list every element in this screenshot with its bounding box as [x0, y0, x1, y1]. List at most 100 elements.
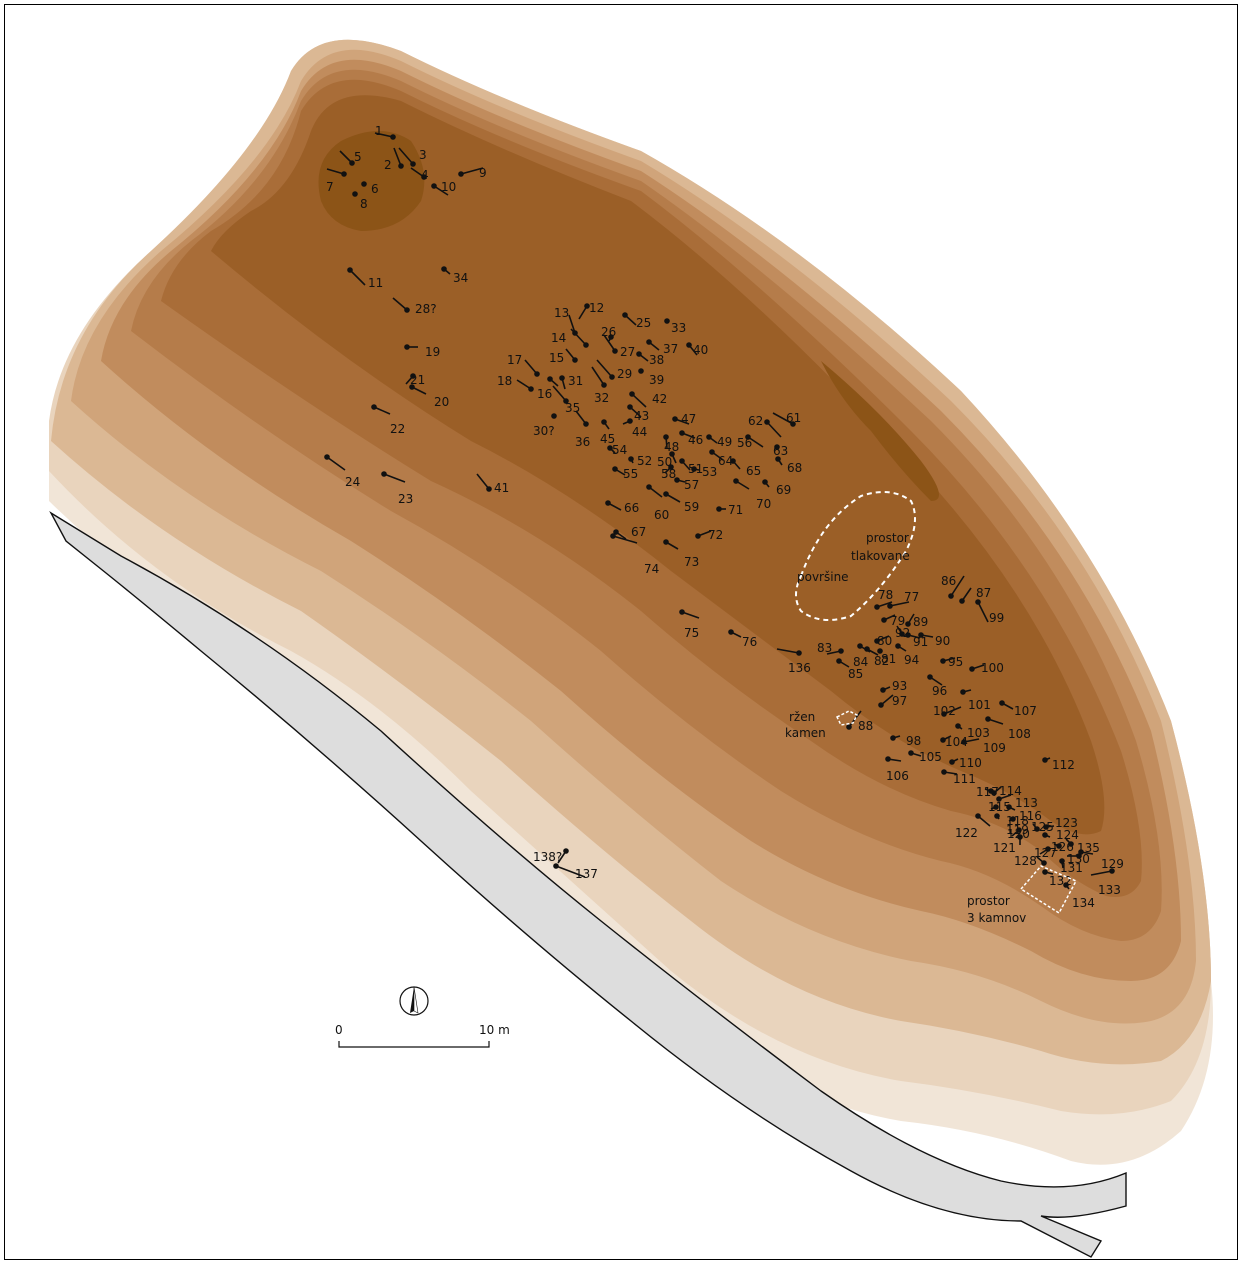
feature-label-96: 96	[932, 684, 947, 698]
feature-label-82: 82	[874, 654, 889, 668]
burnt-stone-outline	[835, 710, 859, 726]
feature-line-23	[383, 473, 406, 483]
feature-label-137: 137	[575, 867, 598, 881]
feature-72: 72	[695, 528, 723, 542]
feature-86: 86	[941, 574, 965, 599]
feature-label-113: 113	[1015, 796, 1038, 810]
feature-dot-81	[877, 648, 883, 654]
feature-4: 4	[410, 167, 429, 182]
feature-label-58: 58	[661, 467, 676, 481]
feature-dot-29	[609, 374, 615, 380]
feature-label-6: 6	[371, 182, 379, 196]
feature-124: 124	[1042, 828, 1079, 842]
feature-label-84: 84	[853, 655, 868, 669]
feature-83: 83	[817, 641, 844, 655]
feature-68: 68	[775, 456, 802, 475]
feature-dot-65	[730, 458, 736, 464]
feature-label-99: 99	[989, 611, 1004, 625]
feature-line-136	[776, 648, 800, 654]
feature-label-129: 129	[1101, 857, 1124, 871]
feature-label-93: 93	[892, 679, 907, 693]
feature-label-83: 83	[817, 641, 832, 655]
feature-label-116: 116	[1019, 809, 1042, 823]
feature-dot-134	[1063, 882, 1069, 888]
feature-dot-128	[1041, 860, 1047, 866]
feature-31: 31	[559, 374, 583, 390]
paved-area-label-2: tlakovane	[851, 549, 910, 563]
feature-5: 5	[339, 150, 362, 166]
feature-dot-59	[663, 491, 669, 497]
feature-90: 90	[918, 632, 950, 648]
feature-19: 19	[404, 344, 440, 359]
feature-134: 134	[1063, 882, 1095, 910]
feature-dot-24	[324, 454, 330, 460]
feature-label-33: 33	[671, 321, 686, 335]
feature-label-64: 64	[718, 454, 733, 468]
feature-label-65: 65	[746, 464, 761, 478]
feature-dot-136	[796, 650, 802, 656]
feature-dot-66	[605, 500, 611, 506]
feature-dot-17	[534, 371, 540, 377]
feature-label-47: 47	[681, 412, 696, 426]
feature-label-4: 4	[421, 168, 429, 182]
feature-dot-60	[646, 484, 652, 490]
feature-dot-15	[572, 357, 578, 363]
feature-label-5: 5	[354, 150, 362, 164]
three-stones-outline	[1019, 865, 1078, 915]
feature-label-9: 9	[479, 166, 487, 180]
feature-label-72: 72	[708, 528, 723, 542]
feature-dot-112	[1042, 757, 1048, 763]
feature-75: 75	[679, 609, 699, 640]
feature-dot-135	[1068, 841, 1074, 847]
feature-70: 70	[733, 478, 771, 511]
feature-label-62: 62	[748, 414, 763, 428]
feature-dot-122	[975, 813, 981, 819]
feature-dot-70	[733, 478, 739, 484]
feature-21: 21	[405, 373, 425, 387]
feature-line-133	[1090, 870, 1113, 876]
feature-line-5	[339, 150, 353, 164]
feature-91: 91	[905, 632, 928, 649]
feature-dot-52	[628, 456, 634, 462]
feature-102: 102	[933, 704, 962, 718]
feature-line-75	[681, 611, 700, 619]
feature-label-91: 91	[913, 635, 928, 649]
feature-label-49: 49	[717, 435, 732, 449]
feature-label-50: 50	[657, 455, 672, 469]
feature-dot-84	[857, 643, 863, 649]
feature-label-19: 19	[425, 345, 440, 359]
feature-label-60: 60	[654, 508, 669, 522]
feature-dot-6	[361, 181, 367, 187]
feature-dot-25	[622, 312, 628, 318]
feature-label-79: 79	[890, 614, 905, 628]
feature-38: 38	[636, 351, 664, 367]
feature-label-21: 21	[410, 373, 425, 387]
feature-label-109: 109	[983, 741, 1006, 755]
feature-13: 13	[554, 306, 578, 336]
feature-markers: 1234567891011121314151617181920212223242…	[324, 124, 1124, 910]
feature-138: 138?	[533, 848, 569, 864]
feature-line-32	[591, 366, 605, 386]
feature-80: 80	[874, 634, 892, 648]
feature-dot-69	[762, 479, 768, 485]
feature-dot-54	[607, 445, 613, 451]
feature-97: 97	[878, 694, 907, 708]
feature-dot-121	[1017, 834, 1023, 840]
feature-label-70: 70	[756, 497, 771, 511]
feature-dot-110	[949, 759, 955, 765]
feature-label-88: 88	[858, 719, 873, 733]
feature-55: 55	[612, 466, 638, 481]
feature-dot-38	[636, 351, 642, 357]
feature-label-34: 34	[453, 271, 468, 285]
feature-dot-101	[960, 689, 966, 695]
feature-dot-57	[674, 477, 680, 483]
map-frame: 1 2 3 4 5 6 7 8 9 10 11 12 13 14 15 16 17 18 19 20 21 22 23 24 2…	[4, 4, 1238, 1260]
feature-dot-37	[646, 339, 652, 345]
road	[49, 511, 1127, 1258]
feature-label-124: 124	[1056, 828, 1079, 842]
feature-dot-11	[347, 267, 353, 273]
feature-dot-108	[985, 716, 991, 722]
feature-label-87: 87	[976, 586, 991, 600]
feature-dot-55	[612, 466, 618, 472]
feature-dot-67	[613, 529, 619, 535]
